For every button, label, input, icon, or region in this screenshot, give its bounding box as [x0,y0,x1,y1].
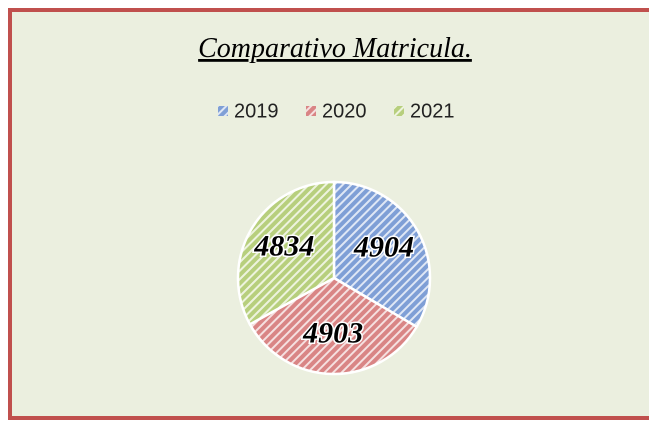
legend-swatch [306,106,316,116]
legend-swatch [394,106,404,116]
legend: 2019 2020 2021 [218,100,455,122]
pie: 4904 4903 4834 [236,180,432,376]
data-label: 4903 [302,316,363,349]
legend-label: 2019 [234,100,279,122]
data-label: 4834 [253,230,314,263]
data-label: 4904 [353,230,414,263]
legend-swatch [218,106,228,116]
legend-label: 2020 [322,100,367,122]
chart-title: Comparativo Matricula. [198,33,472,64]
pie-slice [236,180,336,327]
legend-label: 2021 [410,100,455,122]
pie-slice [332,180,432,329]
